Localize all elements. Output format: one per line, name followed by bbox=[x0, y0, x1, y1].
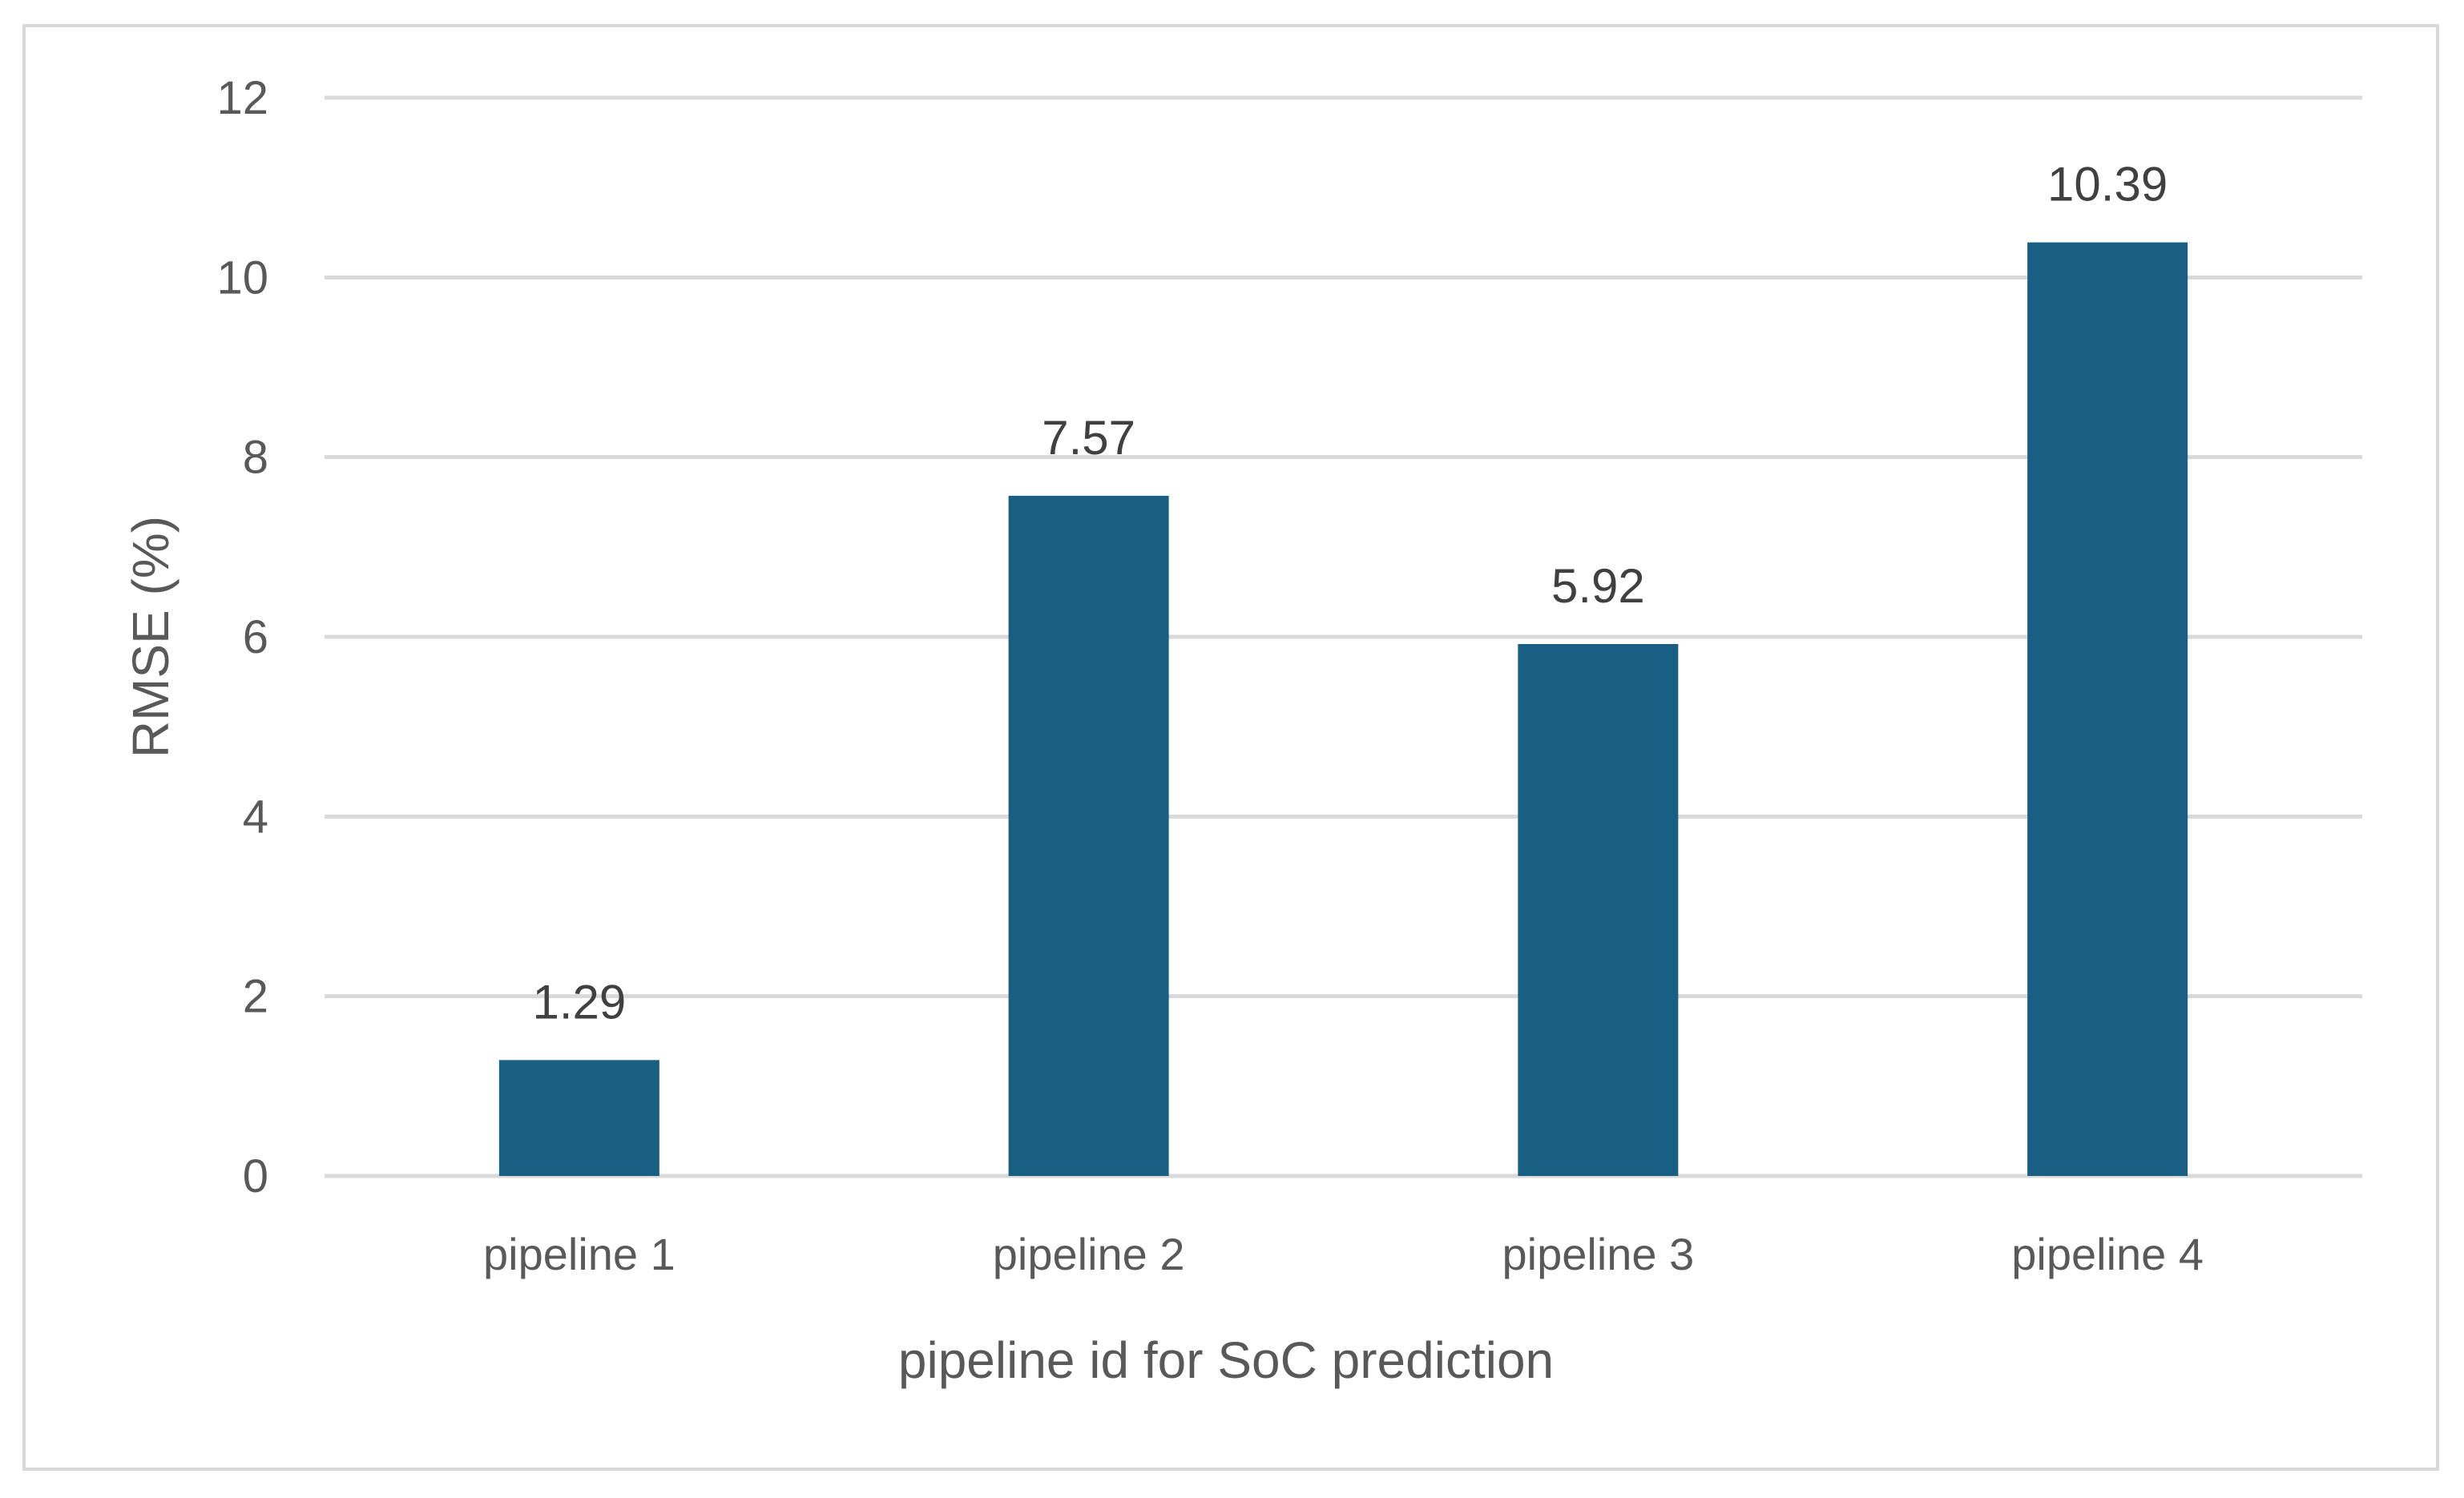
y-tick-label: 8 bbox=[243, 432, 268, 484]
bar-4 bbox=[2027, 242, 2188, 1176]
category-label-3: pipeline 3 bbox=[1502, 1229, 1695, 1279]
data-label-4: 10.39 bbox=[2047, 158, 2168, 211]
data-label-1: 1.29 bbox=[532, 975, 626, 1029]
x-axis-categories: pipeline 1 pipeline 2 pipeline 3 pipeline 4 bbox=[483, 1229, 2204, 1279]
category-label-4: pipeline 4 bbox=[2011, 1229, 2204, 1279]
y-tick-label: 2 bbox=[243, 971, 268, 1023]
y-tick-label: 4 bbox=[243, 791, 268, 843]
category-label-1: pipeline 1 bbox=[483, 1229, 675, 1279]
y-tick-label: 12 bbox=[216, 72, 268, 124]
bar-2 bbox=[1008, 495, 1169, 1176]
bars bbox=[498, 242, 2188, 1176]
y-axis-title: RMSE (%) bbox=[122, 516, 179, 758]
y-tick-label: 6 bbox=[243, 611, 268, 663]
bar-1 bbox=[498, 1060, 659, 1176]
category-label-2: pipeline 2 bbox=[993, 1229, 1185, 1279]
y-tick-label: 0 bbox=[243, 1150, 268, 1202]
gridlines bbox=[325, 95, 2362, 1178]
data-label-2: 7.57 bbox=[1042, 411, 1135, 465]
y-axis-ticks: 0 2 4 6 8 10 12 bbox=[216, 72, 268, 1202]
data-label-3: 5.92 bbox=[1551, 559, 1645, 613]
data-labels: 1.29 7.57 5.92 10.39 bbox=[532, 158, 2168, 1029]
bar-3 bbox=[1518, 643, 1679, 1176]
x-axis-title: pipeline id for SoC prediction bbox=[898, 1331, 1554, 1389]
y-tick-label: 10 bbox=[216, 252, 268, 304]
